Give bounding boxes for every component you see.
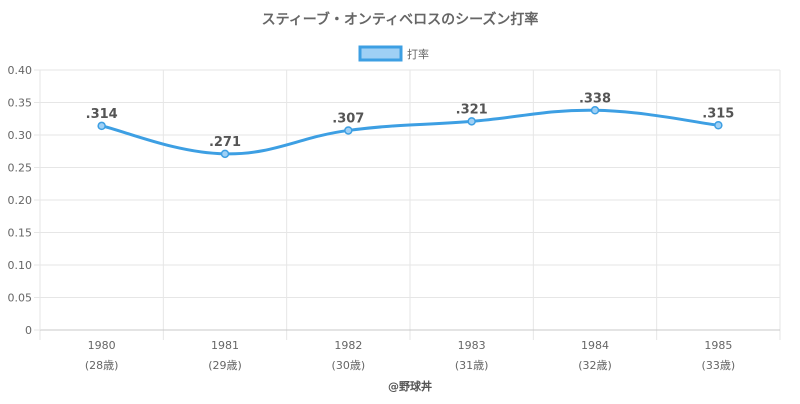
data-point[interactable] [97, 121, 106, 131]
data-labels: .314 .271 .307 .321 .338 .315 [86, 91, 735, 150]
x-tick-label: 1984 [581, 339, 609, 352]
x-axis-ticks: 1980 (28歳) 1981 (29歳) 1982 (30歳) 1983 (31歳) 1984… [85, 339, 735, 372]
x-tick-label: 1985 [704, 339, 732, 352]
legend-label: 打率 [407, 47, 429, 61]
data-point[interactable] [220, 149, 230, 159]
x-tick-label: 1981 [211, 339, 239, 352]
y-tick-label: 0.20 [8, 194, 33, 207]
y-axis-ticks: 0 0.05 0.10 0.15 0.20 0.25 0.30 0.35 0.40 [8, 64, 40, 337]
legend-swatch [358, 45, 403, 62]
data-label: .314 [86, 107, 118, 122]
data-label: .338 [579, 91, 611, 106]
y-tick-label: 0.35 [8, 97, 33, 110]
y-tick-label: 0.25 [8, 162, 33, 175]
data-point[interactable] [590, 106, 600, 115]
x-tick-sublabel: (31歳) [455, 359, 489, 372]
legend[interactable]: 打率 [358, 45, 429, 62]
x-tick-sublabel: (28歳) [85, 359, 119, 372]
data-label: .315 [702, 106, 734, 121]
y-tick-label: 0.15 [8, 227, 33, 240]
chart-title: スティーブ・オンティベロスのシーズン打率 [262, 11, 539, 28]
data-point[interactable] [714, 121, 723, 130]
data-label: .307 [332, 111, 364, 126]
x-tick-sublabel: (33歳) [702, 359, 736, 372]
credit-text: @野球丼 [388, 379, 432, 393]
y-tick-label: 0.30 [8, 129, 33, 142]
x-tick-sublabel: (29歳) [208, 359, 242, 372]
data-label: .321 [456, 102, 488, 117]
y-tick-label: 0.40 [8, 64, 33, 77]
x-tick-label: 1982 [334, 339, 362, 352]
y-tick-label: 0.05 [8, 292, 33, 305]
x-tick-sublabel: (30歳) [332, 359, 366, 372]
y-tick-label: 0.10 [8, 259, 33, 272]
x-tick-label: 1983 [458, 339, 486, 352]
data-label: .271 [209, 135, 241, 150]
data-point[interactable] [344, 126, 353, 135]
series-layer [97, 106, 723, 159]
x-tick-sublabel: (32歳) [578, 359, 612, 372]
y-tick-label: 0 [25, 324, 32, 337]
series-line [101, 108, 719, 156]
grid [39, 69, 781, 340]
x-tick-label: 1980 [88, 339, 116, 352]
data-point[interactable] [467, 117, 476, 126]
